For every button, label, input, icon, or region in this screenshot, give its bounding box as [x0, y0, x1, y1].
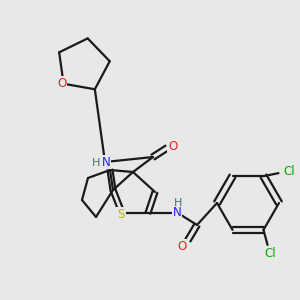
Text: Cl: Cl: [284, 165, 295, 178]
Text: H: H: [174, 198, 182, 208]
Text: S: S: [117, 208, 125, 220]
Text: O: O: [168, 140, 178, 152]
Text: N: N: [102, 155, 110, 169]
Text: O: O: [177, 239, 187, 253]
Text: Cl: Cl: [265, 247, 276, 260]
Text: H: H: [92, 158, 100, 168]
Text: O: O: [57, 77, 66, 90]
Text: N: N: [172, 206, 182, 220]
